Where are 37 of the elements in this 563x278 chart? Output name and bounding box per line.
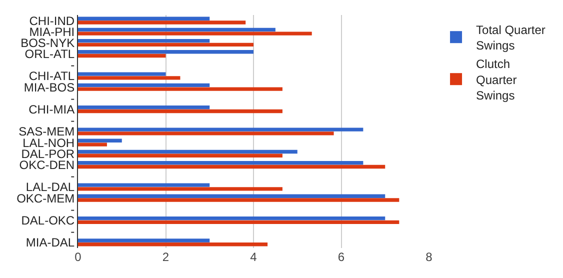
bar — [78, 161, 364, 165]
bar — [78, 28, 276, 32]
bar — [78, 238, 210, 242]
bar — [78, 187, 282, 191]
bar — [78, 83, 210, 88]
bar — [78, 150, 298, 154]
bar — [78, 87, 282, 91]
bar — [78, 194, 386, 198]
bar — [78, 138, 122, 142]
bar — [78, 198, 400, 202]
legend-label: Total Quarter Swings — [476, 22, 546, 53]
bar — [78, 20, 246, 24]
bar — [78, 32, 312, 36]
bar — [78, 183, 210, 187]
bar — [78, 220, 400, 224]
bar — [78, 54, 166, 58]
x-tick-label: 0 — [74, 250, 82, 264]
x-tick-label: 2 — [162, 250, 170, 264]
bar — [78, 50, 254, 54]
bar — [78, 16, 210, 20]
bar — [78, 164, 386, 169]
legend-label: Clutch Quarter Swings — [476, 57, 517, 102]
bar — [78, 242, 268, 246]
bar — [78, 76, 180, 80]
bar — [78, 142, 107, 146]
bar — [78, 109, 282, 114]
bar — [78, 38, 210, 43]
bar — [78, 72, 166, 76]
x-tick-label: 4 — [250, 250, 258, 264]
bar — [78, 106, 210, 110]
bar — [78, 216, 386, 220]
bar — [78, 128, 364, 132]
x-tick-label: 6 — [338, 250, 345, 264]
x-tick-label: 8 — [426, 250, 433, 264]
bar — [78, 132, 334, 136]
bar — [78, 42, 254, 47]
bar — [78, 154, 282, 158]
